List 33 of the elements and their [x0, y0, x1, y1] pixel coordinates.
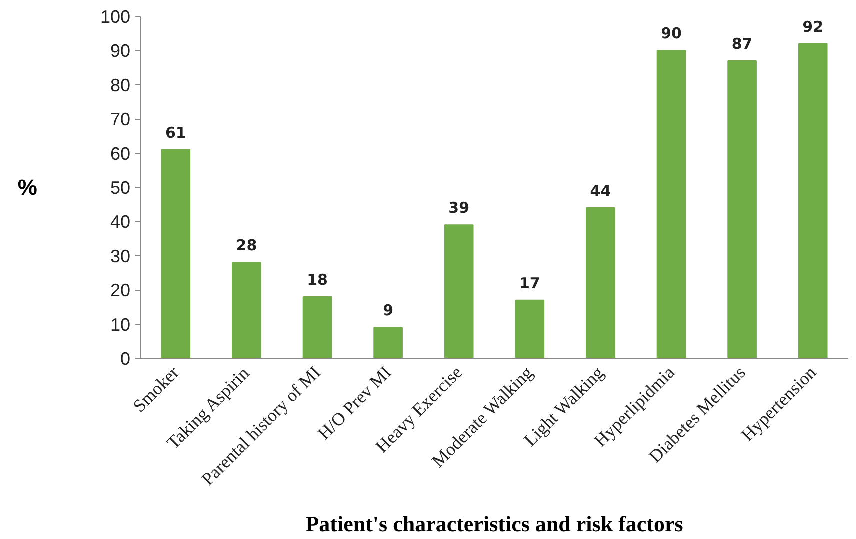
bar	[728, 60, 757, 358]
data-label: 92	[802, 18, 824, 36]
y-tick-label: 0	[120, 349, 131, 369]
y-tick-label: 80	[110, 75, 131, 96]
y-tick-label: 70	[110, 110, 131, 130]
data-label: 9	[383, 302, 394, 320]
y-tick-label: 30	[110, 246, 131, 266]
data-label: 87	[732, 34, 753, 53]
y-tick-label: 100	[100, 7, 131, 27]
y-axis-title: %	[18, 175, 38, 200]
y-tick-label: 10	[110, 314, 131, 335]
y-tick-label: 40	[110, 212, 131, 232]
bar	[586, 208, 616, 358]
y-tick-label: 50	[110, 178, 131, 198]
y-tick-label: 20	[110, 280, 131, 301]
bar	[515, 300, 545, 358]
x-axis-title: Patient's characteristics and risk factors	[306, 511, 684, 536]
data-label: 17	[519, 274, 540, 292]
bar	[161, 149, 191, 358]
bar	[656, 50, 686, 358]
y-tick-label: 60	[110, 144, 131, 164]
bar	[232, 262, 262, 358]
y-tick-label: 90	[110, 41, 131, 62]
data-label: 28	[236, 236, 258, 255]
bar	[302, 296, 332, 358]
data-label: 90	[661, 24, 682, 43]
data-label: 39	[448, 199, 470, 218]
bar	[444, 224, 474, 358]
bar	[798, 43, 828, 358]
bar	[374, 327, 403, 358]
data-label: 18	[307, 270, 328, 289]
data-label: 44	[590, 182, 612, 200]
data-label: 61	[165, 124, 186, 142]
